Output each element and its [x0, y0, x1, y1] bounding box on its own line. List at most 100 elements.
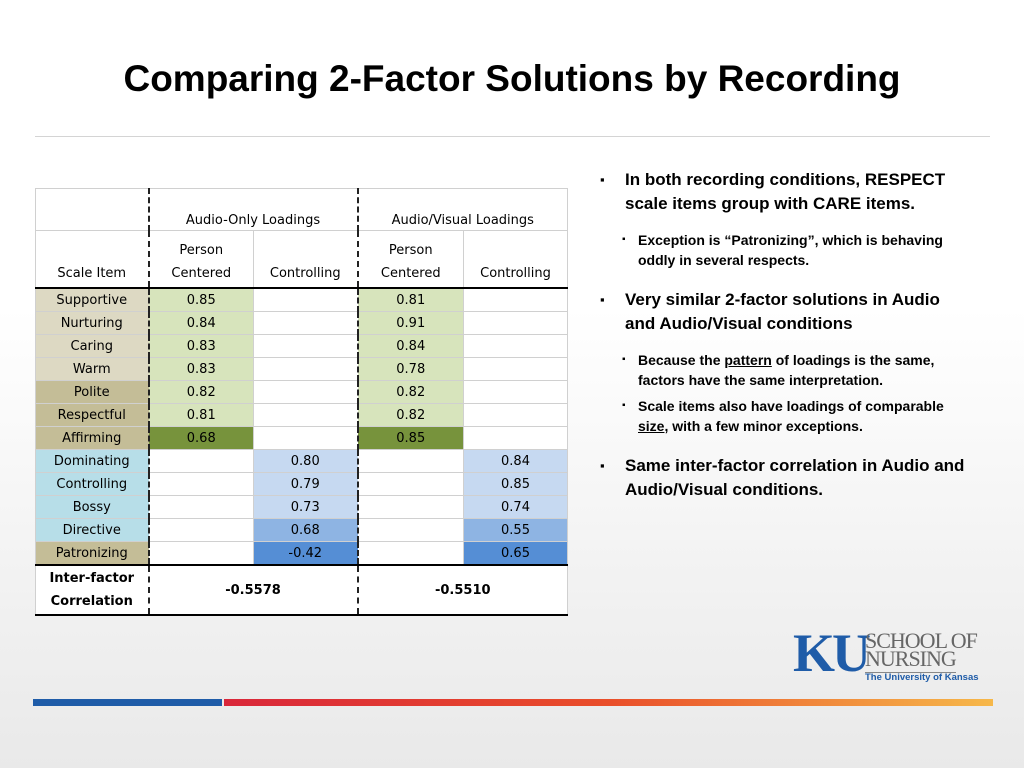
- loading-cell: [356, 449, 464, 473]
- logo: KU SCHOOL OF NURSING The University of K…: [793, 623, 993, 688]
- text-run: , with a few minor exceptions.: [664, 418, 863, 434]
- column-header: Person Centered: [356, 230, 464, 289]
- loading-cell: 0.68: [253, 518, 358, 542]
- slide-title: Comparing 2-Factor Solutions by Recordin…: [123, 58, 901, 99]
- text-run: Because the: [638, 352, 725, 368]
- loading-cell: [253, 311, 358, 335]
- bullet: In both recording conditions, RESPECT sc…: [600, 168, 970, 216]
- footer-row: Inter-factor Correlation -0.5578 -0.5510: [35, 564, 568, 616]
- item-cell: Controlling: [35, 472, 149, 496]
- loading-cell: 0.85: [147, 287, 254, 312]
- table-row: Affirming 0.68 0.85: [35, 426, 568, 450]
- column-header: Person Centered: [147, 230, 254, 289]
- loading-cell: 0.85: [463, 472, 568, 496]
- loading-cell: [356, 541, 464, 566]
- loading-cell: 0.55: [463, 518, 568, 542]
- logo-mark: KU: [793, 623, 871, 683]
- loading-cell: [253, 403, 358, 427]
- item-cell: Bossy: [35, 495, 149, 519]
- loading-cell: 0.68: [147, 426, 254, 450]
- table-row: Patronizing -0.42 0.65: [35, 541, 568, 566]
- bullet: Very similar 2-factor solutions in Audio…: [600, 288, 970, 336]
- table-row: Warm 0.83 0.78: [35, 357, 568, 381]
- item-cell: Patronizing: [35, 541, 149, 566]
- loading-cell: [253, 334, 358, 358]
- column-header: Controlling: [463, 230, 568, 289]
- table-row: Bossy 0.73 0.74: [35, 495, 568, 519]
- header-row: Scale Item Person Centered Controlling Pers…: [35, 230, 568, 289]
- loading-cell: 0.82: [147, 380, 254, 404]
- group-header: Audio/Visual Loadings: [356, 188, 568, 231]
- column-header: Controlling: [253, 230, 358, 289]
- bullet-list: In both recording conditions, RESPECT sc…: [600, 168, 970, 520]
- table-row: Controlling 0.79 0.85: [35, 472, 568, 496]
- footer-stripe: [33, 699, 222, 706]
- item-cell: Caring: [35, 334, 149, 358]
- column-header: Scale Item: [35, 230, 149, 289]
- loading-cell: [463, 426, 568, 450]
- loading-cell: 0.84: [147, 311, 254, 335]
- item-cell: Dominating: [35, 449, 149, 473]
- loading-cell: [147, 472, 254, 496]
- sub-bullet: Because the pattern of loadings is the s…: [600, 350, 970, 390]
- loading-cell: 0.84: [356, 334, 464, 358]
- footer-stripe: [224, 699, 993, 706]
- table-row: Directive 0.68 0.55: [35, 518, 568, 542]
- footer-label: Inter-factor Correlation: [35, 564, 149, 616]
- item-cell: Respectful: [35, 403, 149, 427]
- logo-subtext: The University of Kansas: [865, 672, 979, 683]
- correlation-cell: -0.5578: [147, 564, 358, 616]
- loading-cell: [253, 426, 358, 450]
- loading-cell: [356, 472, 464, 496]
- loading-cell: [356, 495, 464, 519]
- loading-cell: 0.73: [253, 495, 358, 519]
- table-row: Supportive 0.85 0.81: [35, 287, 568, 312]
- item-cell: Affirming: [35, 426, 149, 450]
- group-header: Audio-Only Loadings: [147, 188, 358, 231]
- loading-cell: 0.81: [356, 287, 464, 312]
- table-row: Dominating 0.80 0.84: [35, 449, 568, 473]
- loading-cell: 0.82: [356, 380, 464, 404]
- loading-cell: 0.74: [463, 495, 568, 519]
- underlined-text: size: [638, 418, 665, 434]
- logo-text: SCHOOL OF: [865, 628, 978, 653]
- loading-cell: -0.42: [253, 541, 358, 566]
- loading-cell: 0.65: [463, 541, 568, 566]
- loading-cell: [147, 495, 254, 519]
- item-cell: Warm: [35, 357, 149, 381]
- table-row: Respectful 0.81 0.82: [35, 403, 568, 427]
- loading-cell: 0.83: [147, 357, 254, 381]
- correlation-cell: -0.5510: [356, 564, 568, 616]
- item-cell: Nurturing: [35, 311, 149, 335]
- table-row: Caring 0.83 0.84: [35, 334, 568, 358]
- sub-list: Exception is “Patronizing”, which is beh…: [600, 230, 970, 270]
- loading-cell: 0.83: [147, 334, 254, 358]
- loading-cell: 0.91: [356, 311, 464, 335]
- loading-cell: 0.82: [356, 403, 464, 427]
- loading-cell: [253, 357, 358, 381]
- loading-cell: 0.78: [356, 357, 464, 381]
- loading-cell: [147, 449, 254, 473]
- loading-cell: [463, 357, 568, 381]
- loading-cell: [463, 287, 568, 312]
- text-run: of loadings is the same, factors have th…: [638, 352, 935, 388]
- loading-cell: [147, 541, 254, 566]
- table-row: Nurturing 0.84 0.91: [35, 311, 568, 335]
- title-rule: [35, 136, 990, 137]
- header-row: Audio-Only Loadings Audio/Visual Loadings: [35, 188, 568, 231]
- loading-cell: [147, 518, 254, 542]
- bullet: Same inter-factor correlation in Audio a…: [600, 454, 970, 502]
- logo-text: NURSING: [865, 646, 957, 673]
- loading-cell: 0.84: [463, 449, 568, 473]
- loading-cell: 0.85: [356, 426, 464, 450]
- loading-cell: 0.80: [253, 449, 358, 473]
- sub-list: Because the pattern of loadings is the s…: [600, 350, 970, 436]
- sub-bullet: Exception is “Patronizing”, which is beh…: [600, 230, 970, 270]
- loading-cell: [463, 334, 568, 358]
- loadings-table: Audio-Only Loadings Audio/Visual Loadings…: [35, 188, 568, 616]
- item-cell: Directive: [35, 518, 149, 542]
- text-run: Scale items also have loadings of compar…: [638, 398, 944, 414]
- loading-cell: [463, 380, 568, 404]
- item-cell: Supportive: [35, 287, 149, 312]
